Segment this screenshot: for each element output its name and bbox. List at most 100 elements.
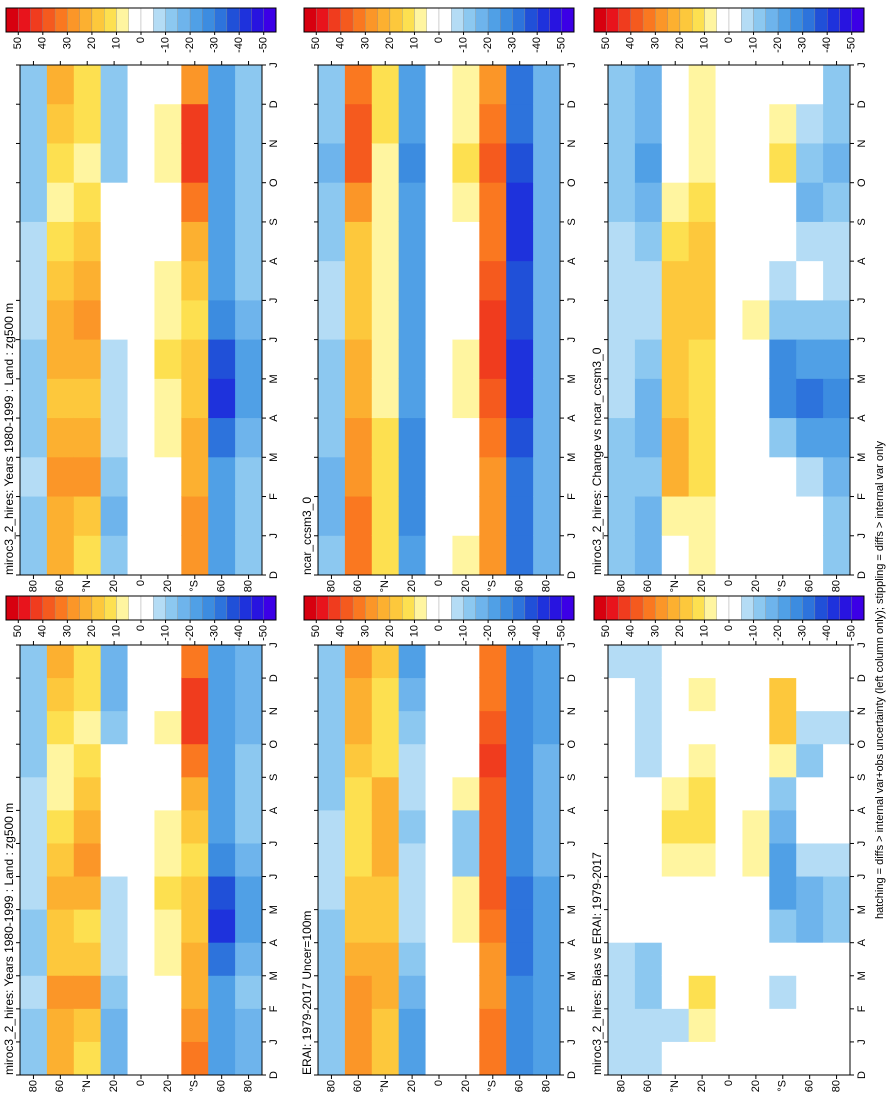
colorbar-swatch [512, 595, 526, 621]
colorbar-swatch [30, 7, 43, 33]
x-tick-label: A [566, 257, 578, 265]
colorbar-swatch [402, 7, 415, 33]
field-cell [715, 103, 743, 144]
y-tick-label: 0 [433, 1080, 445, 1086]
field-cell [715, 260, 743, 301]
colorbar-label: 40 [335, 625, 347, 637]
colorbar-swatch [512, 7, 526, 33]
panel-title: ncar_ccsm3_0 [300, 497, 314, 575]
field-cell [533, 1041, 561, 1075]
field-cell [715, 1041, 743, 1075]
field-cell [634, 496, 663, 536]
field-cell [634, 142, 663, 183]
x-tick-label: M [856, 453, 868, 462]
field-cell [634, 1008, 663, 1042]
colorbar-swatch [263, 595, 277, 621]
field-cell [506, 417, 534, 458]
field-cell [742, 842, 770, 877]
field-cell [769, 842, 797, 877]
field-cell [661, 378, 690, 419]
field-cell [344, 710, 373, 745]
field-cell [452, 644, 480, 679]
field-cell [73, 64, 102, 105]
field-cell [46, 417, 75, 458]
field-cell [715, 876, 743, 910]
field-cell [634, 743, 663, 778]
field-cell [533, 64, 561, 105]
x-tick-label: O [566, 178, 578, 187]
field-cell [608, 339, 636, 379]
field-cell [398, 64, 427, 105]
field-cell [100, 378, 129, 419]
field-cell [46, 339, 75, 379]
field-cell [371, 776, 400, 811]
field-cell [181, 644, 209, 679]
colorbar-swatch [189, 595, 203, 621]
x-tick-label: O [856, 740, 868, 749]
field-cell [769, 64, 797, 105]
field-cell [608, 496, 636, 536]
x-tick-label: O [856, 178, 868, 187]
colorbar-swatch [630, 7, 644, 33]
field-cell [181, 182, 209, 222]
field-cell [127, 743, 155, 778]
field-cell [371, 909, 400, 943]
field-cell [181, 809, 209, 844]
field-cell [661, 644, 690, 679]
field-cell [823, 142, 851, 183]
field-cell [688, 644, 717, 679]
field-cell [344, 842, 373, 877]
field-cell [46, 1041, 75, 1075]
field-cell [318, 456, 346, 497]
y-tick-label: 80 [615, 580, 627, 592]
field-cell [20, 710, 48, 745]
field-cell [318, 103, 346, 144]
field-cell [100, 644, 129, 679]
colorbar-label: 30 [359, 625, 371, 637]
field-cell [344, 909, 373, 943]
field-cell [742, 909, 770, 943]
field-cell [715, 142, 743, 183]
colorbar-label: 0 [135, 625, 147, 631]
colorbar-swatch [165, 7, 178, 33]
field-cell [533, 221, 561, 262]
field-cell [479, 644, 507, 679]
colorbar-label: 10 [110, 37, 122, 49]
field-cell [742, 103, 770, 144]
x-tick-label: J [566, 337, 578, 343]
field-cell [100, 776, 129, 811]
field-cell [181, 909, 209, 943]
field-cell [661, 260, 690, 301]
field-cell [634, 221, 663, 262]
x-tick-label: J [566, 841, 578, 847]
field-cell [208, 842, 236, 877]
field-cell [318, 221, 346, 262]
field-cell [425, 417, 453, 458]
field-cell [533, 842, 561, 877]
field-cell [318, 378, 346, 419]
field-cell [533, 1008, 561, 1042]
colorbar-label: 30 [359, 37, 371, 49]
x-tick-label: O [268, 178, 280, 187]
field-cell [181, 743, 209, 778]
colorbar-swatch [365, 7, 378, 33]
x-tick-label: F [856, 493, 868, 500]
field-cell [608, 64, 636, 105]
field-cell [661, 677, 690, 712]
field-cell [100, 710, 129, 745]
x-tick-label: M [566, 971, 578, 980]
x-tick-label: M [268, 971, 280, 980]
field-cell [181, 677, 209, 712]
field-cell [46, 942, 75, 976]
field-cell [344, 1041, 373, 1075]
field-cell [371, 677, 400, 712]
field-cell [634, 710, 663, 745]
colorbar-label: 50 [600, 37, 612, 49]
field-cell [452, 221, 480, 262]
x-tick-label: A [856, 414, 868, 422]
colorbar-swatch [549, 7, 562, 33]
field-cell [769, 260, 797, 301]
colorbar-swatch [328, 7, 341, 33]
x-tick-label: J [268, 874, 280, 880]
